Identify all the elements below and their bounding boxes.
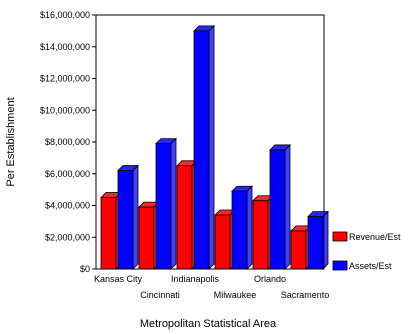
y-tick-label: $6,000,000: [45, 169, 90, 179]
y-tick-label: $4,000,000: [45, 201, 90, 211]
bar: [231, 190, 248, 270]
bar: [100, 197, 117, 270]
bar: [117, 170, 134, 270]
x-axis: Kansas City Cincinnati Indianapolis Milwauk…: [94, 274, 329, 300]
y-tick-label: $16,000,000: [40, 10, 90, 20]
bar-side: [246, 185, 253, 270]
y-tick-label: $14,000,000: [40, 42, 90, 52]
legend: Revenue/Est Assets/Est: [332, 231, 401, 271]
bar: [307, 216, 324, 270]
y-tick-label: $0: [80, 264, 90, 274]
bar: [269, 149, 286, 270]
x-tick-label: Cincinnati: [140, 290, 180, 300]
bar-side: [170, 137, 177, 270]
x-tick-label: Kansas City: [94, 274, 143, 284]
bar-side: [208, 24, 215, 270]
x-tick-label: Indianapolis: [171, 274, 220, 284]
bar: [290, 230, 307, 270]
bar-side: [132, 164, 139, 270]
x-tick-label: Sacramento: [281, 290, 330, 300]
y-tick-label: $12,000,000: [40, 74, 90, 84]
bar: [155, 143, 172, 270]
y-axis: $0 $2,000,000 $4,000,000 $6,000,000 $8,000,0…: [40, 10, 96, 274]
bar: [252, 200, 269, 270]
bars: [100, 24, 329, 270]
legend-label: Assets/Est: [349, 261, 392, 271]
bar: [214, 214, 231, 270]
x-axis-title: Metropolitan Statistical Area: [140, 318, 277, 330]
legend-swatch: [332, 260, 348, 271]
legend-label: Revenue/Est: [349, 232, 401, 242]
y-tick-label: $8,000,000: [45, 137, 90, 147]
bar: [176, 165, 193, 270]
x-tick-label: Milwaukee: [214, 290, 257, 300]
y-tick-label: $2,000,000: [45, 232, 90, 242]
bar-side: [284, 143, 291, 270]
bar: [138, 206, 155, 270]
y-tick-label: $10,000,000: [40, 105, 90, 115]
bar-side: [322, 210, 329, 270]
legend-swatch: [332, 231, 348, 242]
x-tick-label: Orlando: [254, 274, 286, 284]
y-axis-title: Per Establishment: [5, 97, 17, 186]
bar: [193, 30, 210, 270]
